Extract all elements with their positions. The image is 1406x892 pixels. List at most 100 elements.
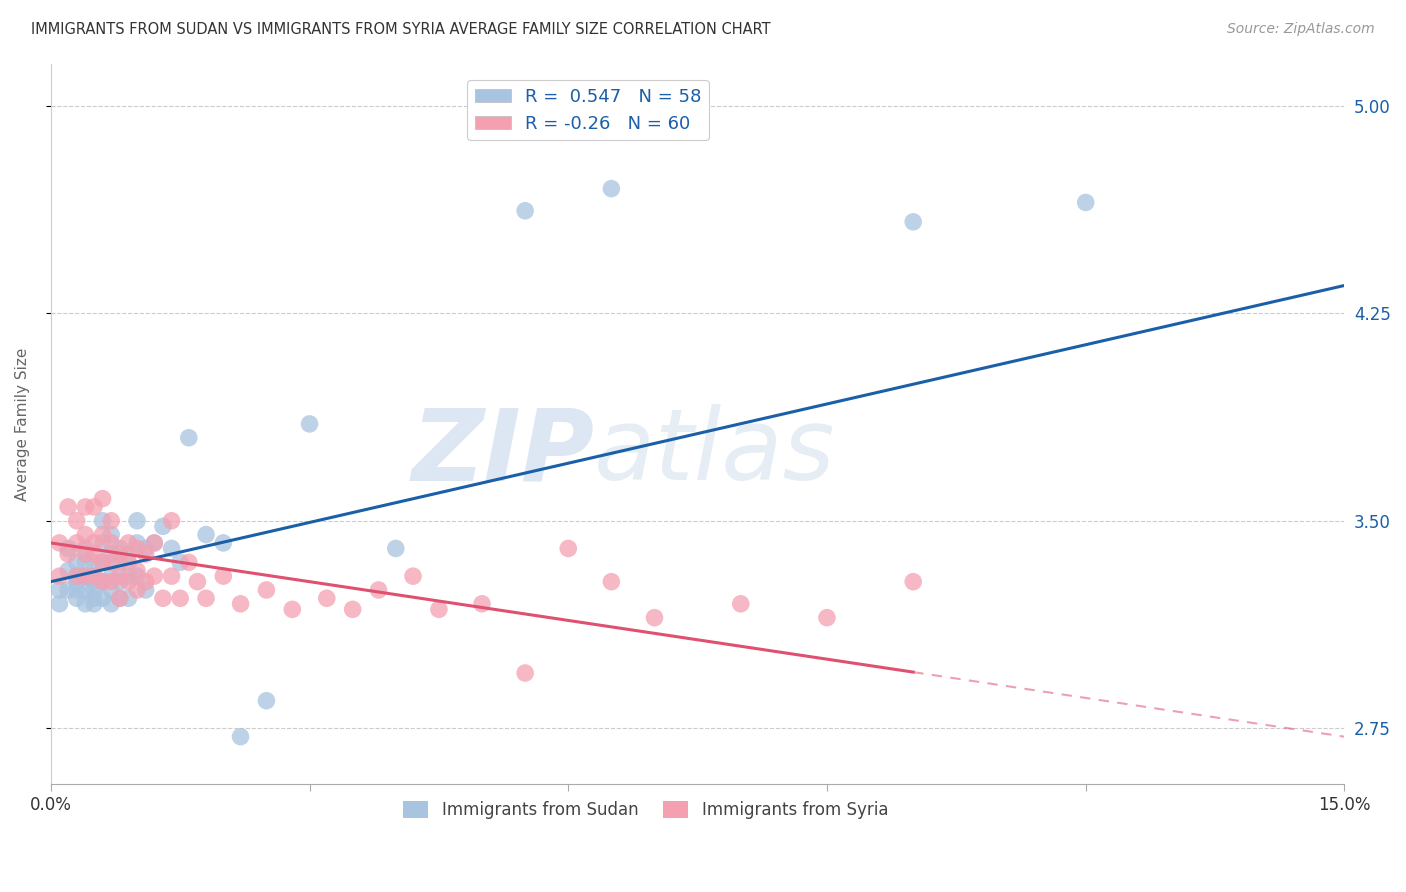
Point xyxy=(83,574,105,589)
Point xyxy=(48,536,70,550)
Point xyxy=(83,591,105,606)
Point xyxy=(117,569,139,583)
Point xyxy=(91,527,114,541)
Point xyxy=(75,541,97,556)
Point xyxy=(117,536,139,550)
Point xyxy=(91,491,114,506)
Point xyxy=(100,527,122,541)
Point xyxy=(125,541,148,556)
Point xyxy=(557,541,579,556)
Point xyxy=(177,555,200,569)
Point xyxy=(644,610,666,624)
Point xyxy=(160,569,183,583)
Point xyxy=(117,591,139,606)
Point xyxy=(66,591,89,606)
Point xyxy=(125,582,148,597)
Point xyxy=(75,527,97,541)
Point xyxy=(56,500,79,514)
Point xyxy=(177,431,200,445)
Point xyxy=(135,541,157,556)
Point xyxy=(100,536,122,550)
Point xyxy=(56,564,79,578)
Point xyxy=(515,203,537,218)
Point xyxy=(298,417,321,431)
Point xyxy=(117,555,139,569)
Point xyxy=(75,569,97,583)
Point xyxy=(75,500,97,514)
Point xyxy=(91,574,114,589)
Point xyxy=(143,536,166,550)
Point xyxy=(212,569,235,583)
Point xyxy=(83,569,105,583)
Point xyxy=(100,514,122,528)
Point xyxy=(169,555,191,569)
Point xyxy=(143,536,166,550)
Point xyxy=(212,536,235,550)
Point xyxy=(66,582,89,597)
Point xyxy=(730,597,752,611)
Point xyxy=(254,694,277,708)
Point xyxy=(91,591,114,606)
Point xyxy=(66,514,89,528)
Point xyxy=(108,569,131,583)
Point xyxy=(75,547,97,561)
Point xyxy=(75,555,97,569)
Point xyxy=(91,536,114,550)
Point xyxy=(281,602,304,616)
Point xyxy=(100,569,122,583)
Point xyxy=(100,555,122,569)
Point xyxy=(100,582,122,597)
Point xyxy=(83,555,105,569)
Point xyxy=(100,574,122,589)
Point xyxy=(48,569,70,583)
Point xyxy=(152,519,174,533)
Point xyxy=(75,597,97,611)
Point xyxy=(135,547,157,561)
Point xyxy=(600,181,623,195)
Point xyxy=(169,591,191,606)
Point xyxy=(108,555,131,569)
Point xyxy=(66,569,89,583)
Point xyxy=(125,564,148,578)
Point xyxy=(125,536,148,550)
Point xyxy=(135,574,157,589)
Point xyxy=(66,536,89,550)
Point xyxy=(91,514,114,528)
Point xyxy=(83,547,105,561)
Point xyxy=(160,514,183,528)
Point xyxy=(66,574,89,589)
Point xyxy=(117,547,139,561)
Legend: Immigrants from Sudan, Immigrants from Syria: Immigrants from Sudan, Immigrants from S… xyxy=(396,794,896,826)
Point xyxy=(91,555,114,569)
Point xyxy=(108,591,131,606)
Point xyxy=(108,541,131,556)
Point xyxy=(75,569,97,583)
Point xyxy=(66,569,89,583)
Point xyxy=(108,547,131,561)
Point xyxy=(108,591,131,606)
Point xyxy=(91,574,114,589)
Point xyxy=(83,536,105,550)
Point xyxy=(66,555,89,569)
Text: atlas: atlas xyxy=(595,404,835,501)
Point xyxy=(229,730,252,744)
Point xyxy=(903,215,925,229)
Point xyxy=(83,569,105,583)
Point xyxy=(100,597,122,611)
Point xyxy=(56,582,79,597)
Point xyxy=(384,541,406,556)
Point xyxy=(254,582,277,597)
Point xyxy=(125,569,148,583)
Point xyxy=(75,582,97,597)
Point xyxy=(195,527,218,541)
Point xyxy=(135,582,157,597)
Point xyxy=(56,547,79,561)
Point xyxy=(125,514,148,528)
Point xyxy=(108,574,131,589)
Point xyxy=(315,591,337,606)
Point xyxy=(515,666,537,681)
Y-axis label: Average Family Size: Average Family Size xyxy=(15,347,30,500)
Point xyxy=(402,569,425,583)
Point xyxy=(48,597,70,611)
Point xyxy=(903,574,925,589)
